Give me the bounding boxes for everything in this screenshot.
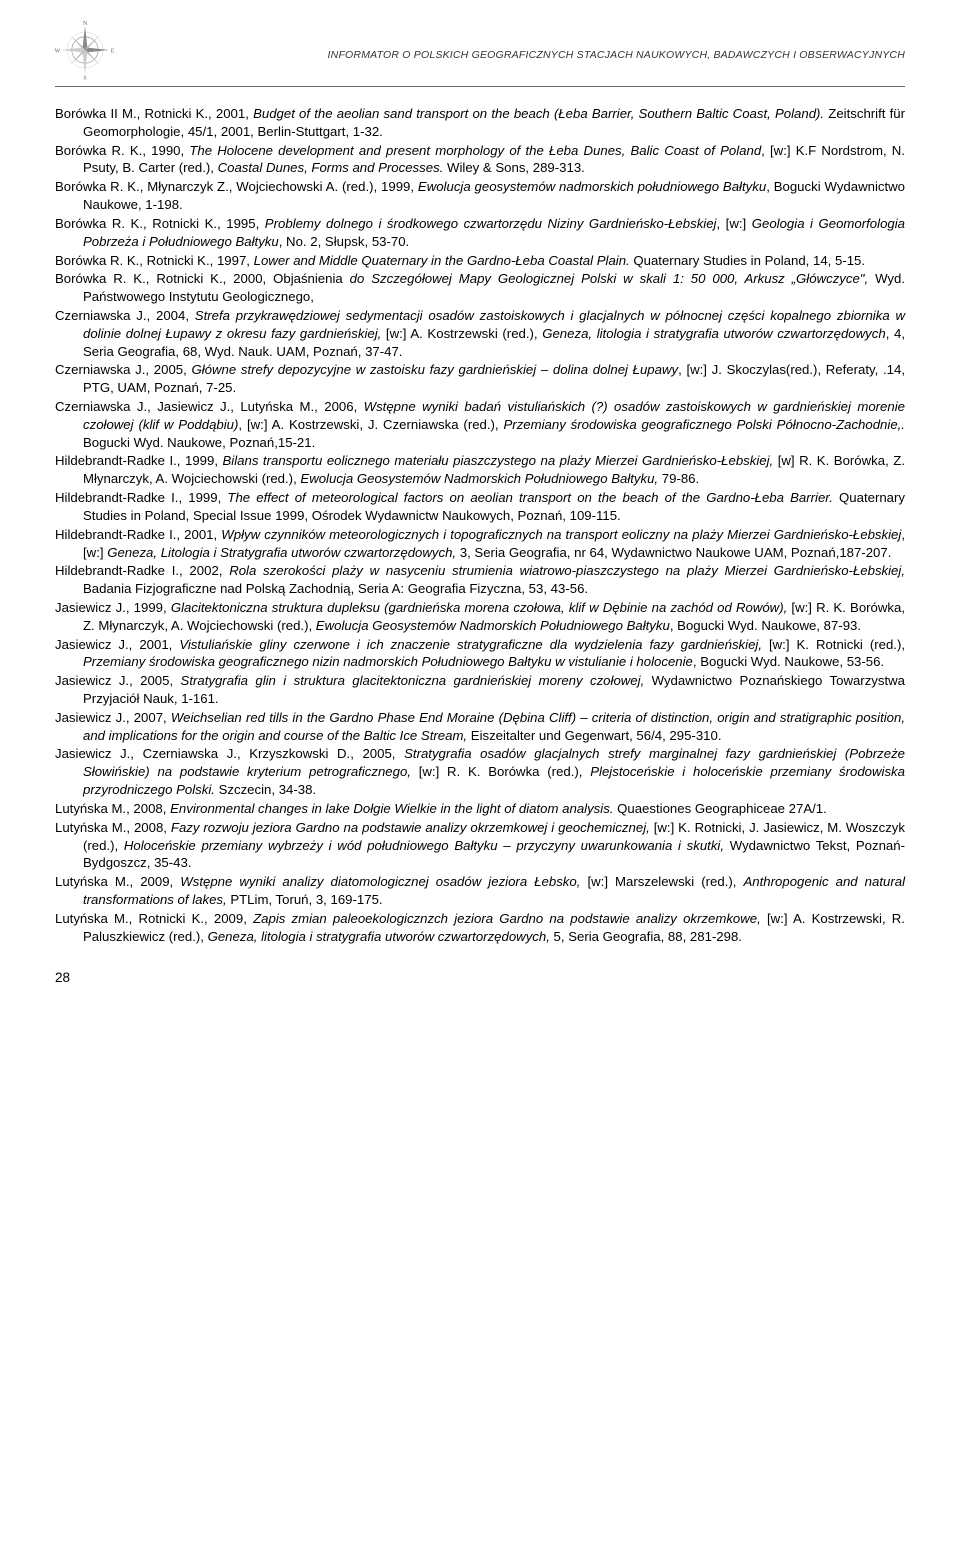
page-header: N S W E INFORMATOR O POLSKICH GEOGRAFICZ… — [55, 20, 905, 87]
bibliography-entry: Borówka R. K., Rotnicki K., 1995, Proble… — [55, 215, 905, 251]
running-header-title: INFORMATOR O POLSKICH GEOGRAFICZNYCH STA… — [125, 20, 905, 62]
bibliography-entry: Borówka R. K., Rotnicki K., 2000, Objaśn… — [55, 270, 905, 306]
bibliography-entry: Jasiewicz J., 2001, Vistuliańskie gliny … — [55, 636, 905, 672]
bibliography-entry: Lutyńska M., 2008, Environmental changes… — [55, 800, 905, 818]
bibliography-entry: Jasiewicz J., 1999, Glacitektoniczna str… — [55, 599, 905, 635]
bibliography-entry: Czerniawska J., 2005, Główne strefy depo… — [55, 361, 905, 397]
svg-text:N: N — [83, 21, 88, 27]
svg-text:W: W — [55, 48, 61, 54]
bibliography-entry: Jasiewicz J., 2007, Weichselian red till… — [55, 709, 905, 745]
bibliography-entry: Czerniawska J., 2004, Strefa przykrawędz… — [55, 307, 905, 360]
page-number: 28 — [55, 969, 905, 987]
bibliography-list: Borówka II M., Rotnicki K., 2001, Budget… — [55, 105, 905, 945]
svg-text:E: E — [111, 48, 115, 54]
bibliography-entry: Czerniawska J., Jasiewicz J., Lutyńska M… — [55, 398, 905, 451]
bibliography-entry: Lutyńska M., 2009, Wstępne wyniki analiz… — [55, 873, 905, 909]
bibliography-entry: Hildebrandt-Radke I., 2002, Rola szeroko… — [55, 562, 905, 598]
bibliography-entry: Lutyńska M., 2008, Fazy rozwoju jeziora … — [55, 819, 905, 872]
svg-text:S: S — [83, 75, 86, 80]
bibliography-entry: Jasiewicz J., Czerniawska J., Krzyszkows… — [55, 745, 905, 798]
compass-rose-icon: N S W E — [55, 20, 115, 80]
bibliography-entry: Lutyńska M., Rotnicki K., 2009, Zapis zm… — [55, 910, 905, 946]
bibliography-entry: Borówka R. K., Młynarczyk Z., Wojciechow… — [55, 178, 905, 214]
bibliography-entry: Borówka R. K., 1990, The Holocene develo… — [55, 142, 905, 178]
bibliography-entry: Hildebrandt-Radke I., 2001, Wpływ czynni… — [55, 526, 905, 562]
bibliography-entry: Borówka II M., Rotnicki K., 2001, Budget… — [55, 105, 905, 141]
bibliography-entry: Hildebrandt-Radke I., 1999, The effect o… — [55, 489, 905, 525]
bibliography-entry: Jasiewicz J., 2005, Stratygrafia glin i … — [55, 672, 905, 708]
bibliography-entry: Borówka R. K., Rotnicki K., 1997, Lower … — [55, 252, 905, 270]
bibliography-entry: Hildebrandt-Radke I., 1999, Bilans trans… — [55, 452, 905, 488]
